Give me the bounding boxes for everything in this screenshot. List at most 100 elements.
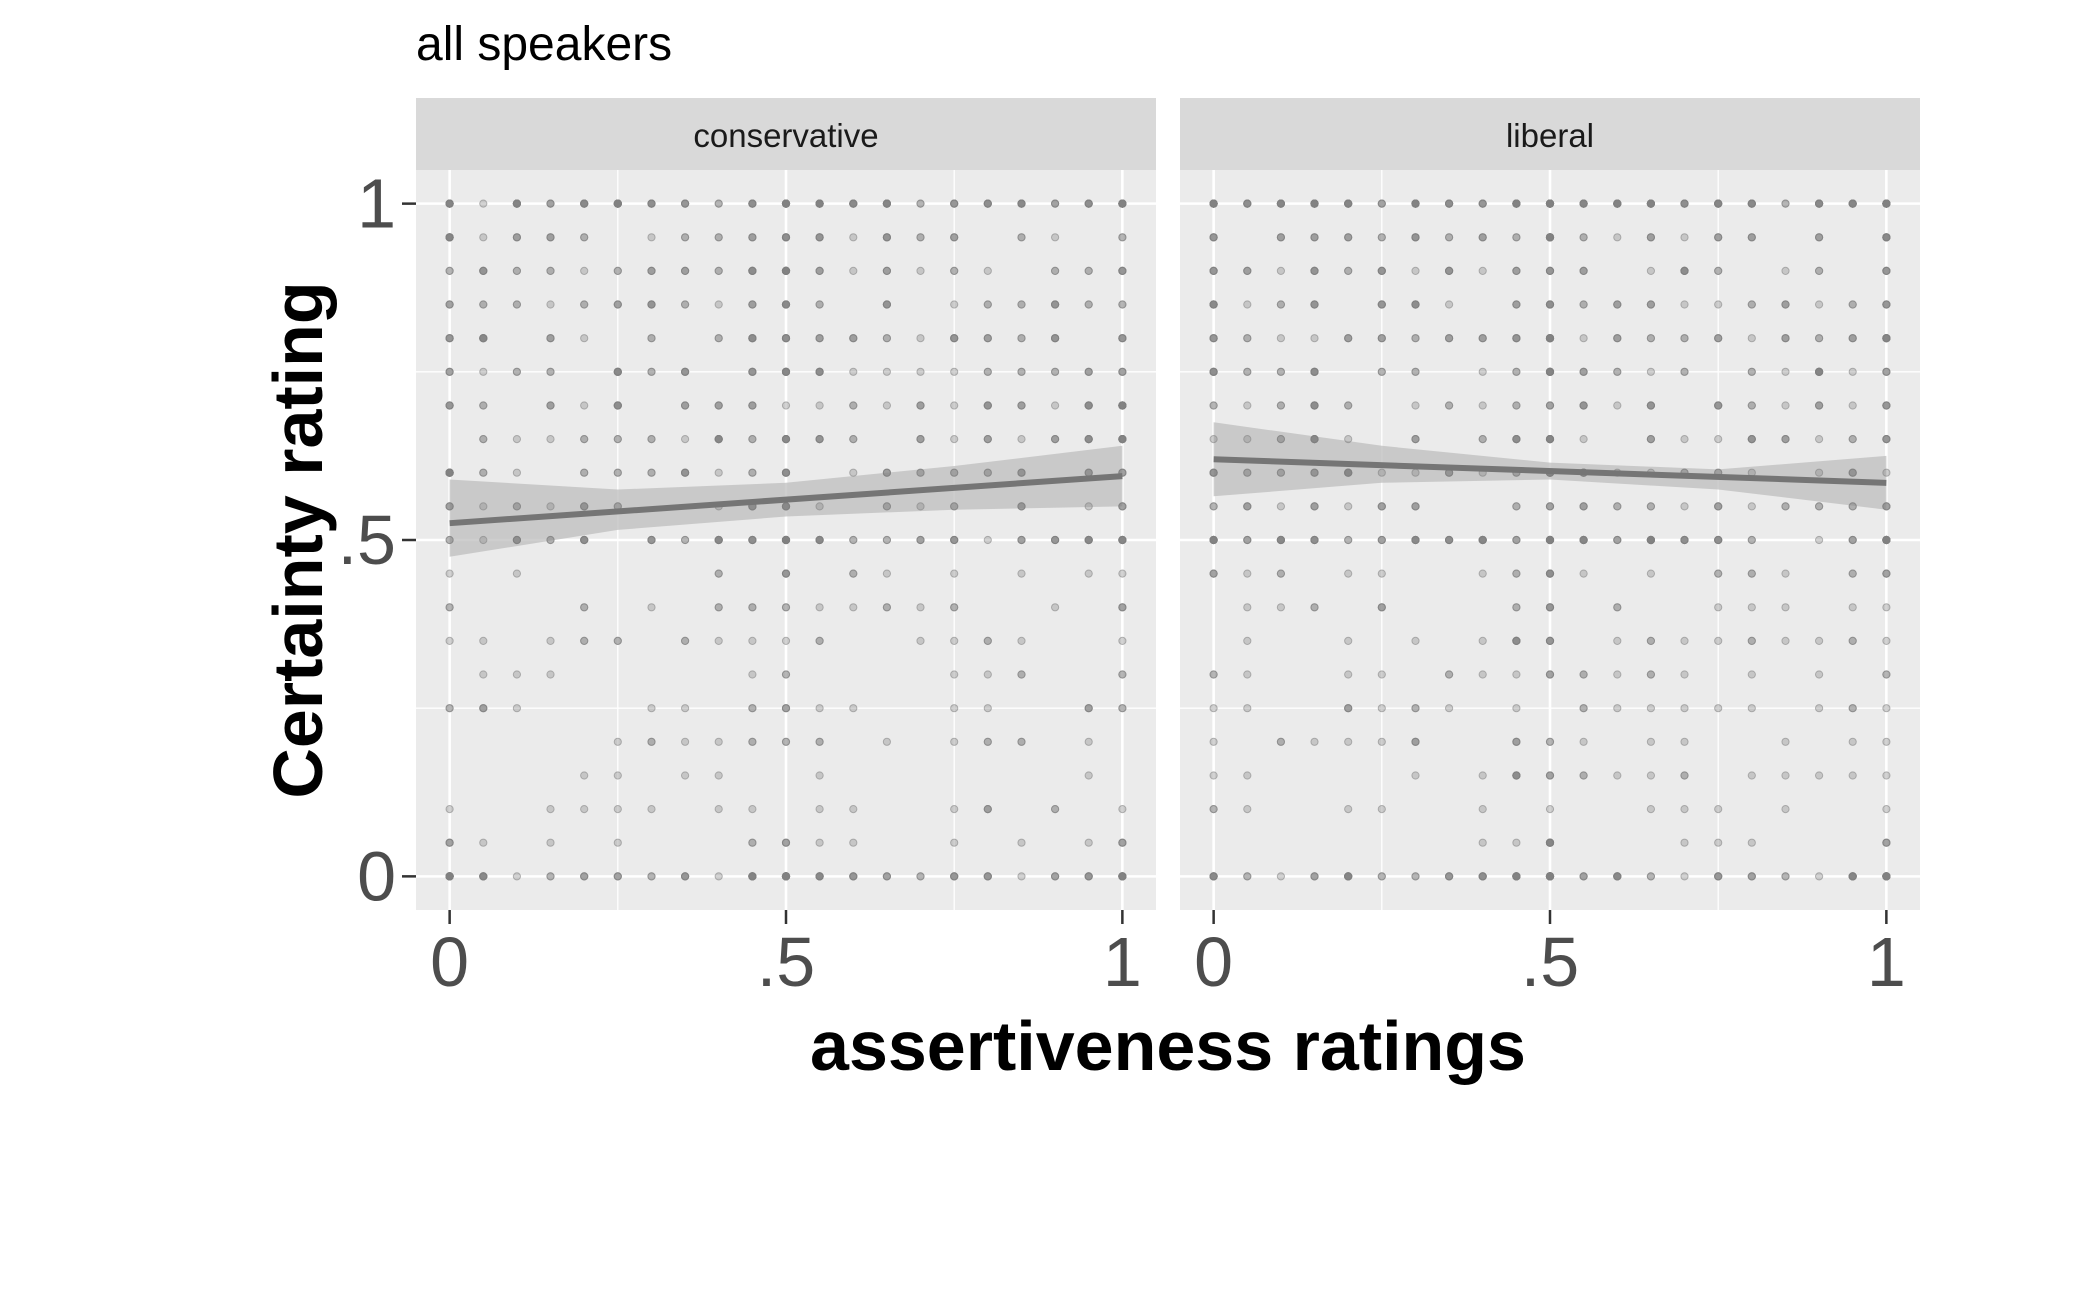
data-point [546,805,555,814]
confidence-band-liberal [1213,422,1887,510]
data-point [546,872,555,881]
data-point [748,401,757,410]
data-point [1747,401,1756,410]
data-point [1882,838,1891,847]
y-axis-title: Certainty rating [259,281,337,798]
data-point [1545,233,1555,242]
data-point [1646,266,1656,275]
data-point [1545,603,1555,612]
data-point [1747,603,1756,612]
data-point [1512,367,1521,376]
data-point [849,266,858,275]
data-point [1310,468,1319,477]
data-point [1613,603,1622,612]
data-point [983,636,992,646]
data-point [613,435,622,444]
data-point [1680,266,1689,275]
data-point [1017,670,1026,679]
data-point [748,468,757,477]
data-point [1118,334,1127,343]
data-point [882,300,892,309]
data-point [681,737,690,746]
data-point [781,838,791,847]
data-point [1243,771,1252,780]
data-point [1613,872,1622,881]
data-point [1545,569,1555,578]
data-point [1579,334,1588,343]
data-point [445,401,454,410]
data-point [815,502,824,511]
data-point [1084,367,1093,376]
data-point [748,704,757,713]
data-point [1882,569,1891,578]
data-point [1882,468,1891,477]
data-point [1646,199,1656,208]
data-point [815,636,824,646]
data-point [1848,569,1857,578]
data-point [781,468,791,477]
data-point [445,233,454,242]
data-point [1209,401,1218,410]
data-point [1545,199,1555,208]
data-point [546,367,555,376]
data-point [950,535,959,545]
data-point [882,233,892,242]
data-point [1243,704,1252,713]
data-point [950,838,959,847]
data-point [1747,535,1756,545]
x-ticks-liberal: 0.5 1 [1194,910,1906,1001]
data-point [882,401,892,410]
data-point [1051,401,1060,410]
data-point [1714,502,1723,511]
data-point [681,266,690,275]
y-tick-label: 0 [357,837,396,915]
data-point [1579,367,1588,376]
data-point [1310,737,1319,746]
data-point [916,233,925,242]
data-point [1646,670,1656,679]
data-point [714,535,723,545]
data-point [445,300,454,309]
data-point [983,468,992,477]
data-point [1545,334,1555,343]
points-liberal [1209,199,1891,881]
data-point [1680,838,1689,847]
data-point [1815,502,1824,511]
data-point [479,367,488,376]
data-point [479,704,488,713]
data-point [1478,805,1487,814]
data-point [1209,300,1218,309]
data-point [1411,771,1420,780]
data-point [1512,233,1521,242]
data-point [916,401,925,410]
data-point [1478,334,1487,343]
data-point [1017,300,1026,309]
data-point [1377,872,1386,881]
data-point [983,300,992,309]
data-point [479,468,488,477]
data-point [849,401,858,410]
data-point [479,670,488,679]
data-point [647,603,656,612]
data-point [1084,704,1093,713]
data-point [1848,737,1857,746]
data-point [1545,872,1555,881]
data-point [512,233,522,242]
data-point [1051,603,1060,612]
data-point [1714,300,1723,309]
data-point [681,468,690,477]
data-point [1017,838,1026,847]
data-point [1310,401,1319,410]
x-tick-label: 0 [430,923,469,1001]
data-point [1243,535,1252,545]
data-point [714,401,723,410]
data-point [748,334,757,343]
data-point [1646,334,1656,343]
data-point [1478,771,1487,780]
data-point [1243,300,1252,309]
data-point [950,435,959,444]
data-point [1545,300,1555,309]
data-point [1276,435,1286,444]
data-point [849,367,858,376]
data-point [613,636,622,646]
